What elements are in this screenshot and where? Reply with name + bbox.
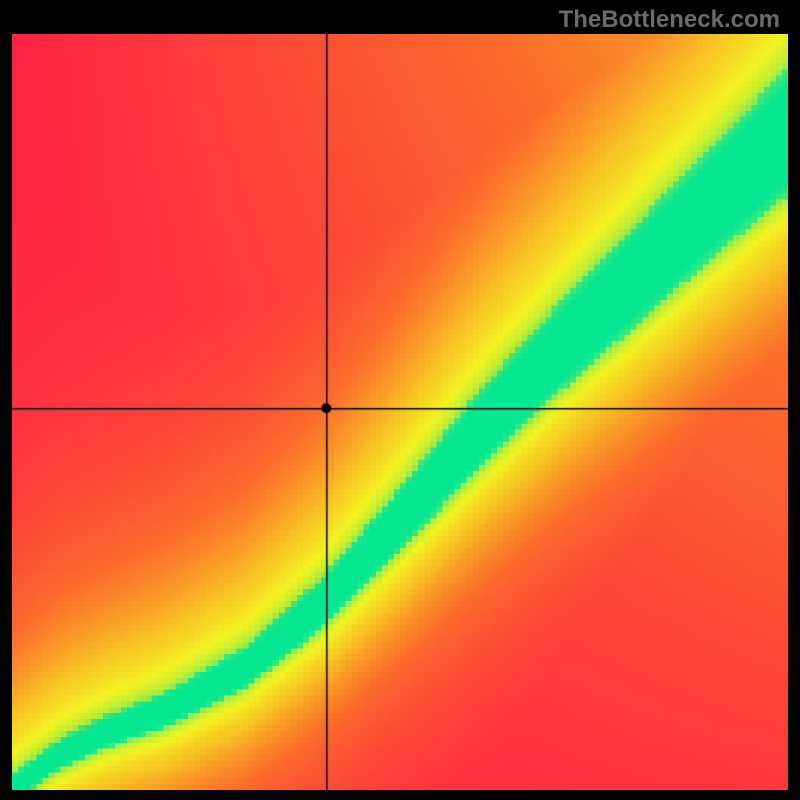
crosshair-overlay bbox=[12, 34, 788, 790]
chart-container: TheBottleneck.com bbox=[0, 0, 800, 800]
watermark-text: TheBottleneck.com bbox=[559, 6, 780, 34]
